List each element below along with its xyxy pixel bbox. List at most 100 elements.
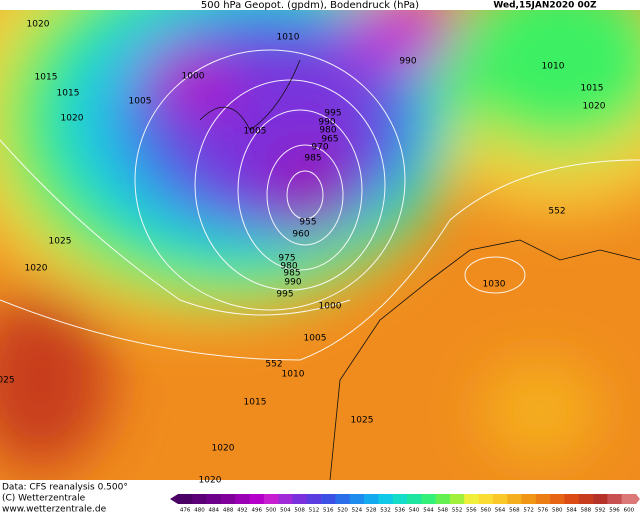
colorbar-tick-label: 516 <box>323 508 334 514</box>
colorbar-tick-label: 504 <box>280 508 291 514</box>
isobar-label: 985 <box>283 269 300 279</box>
map-date: Wed,15JAN2020 00Z <box>493 1 597 11</box>
colorbar-swatch <box>535 494 551 504</box>
colorbar-tick-label: 576 <box>538 508 549 514</box>
isobar-label: 1010 <box>542 62 565 72</box>
colorbar-tick-label: 544 <box>423 508 434 514</box>
colorbar-swatch <box>349 494 365 504</box>
colorbar-swatch <box>421 494 436 504</box>
isobar-label: 1010 <box>282 370 305 380</box>
colorbar-tick-label: 484 <box>209 508 220 514</box>
isobar-label: 1015 <box>35 73 58 83</box>
colorbar-tick-label: 512 <box>309 508 320 514</box>
colorbar-tick-label: 564 <box>495 508 506 514</box>
colorbar-tick-label: 588 <box>581 508 592 514</box>
colorbar-swatch <box>392 494 408 504</box>
isobar-label: 1020 <box>583 102 606 112</box>
colorbar-tick-label: 556 <box>466 508 477 514</box>
isobar-label: 1005 <box>244 127 267 137</box>
isobar-label: 1010 <box>277 33 300 43</box>
colorbar-swatch <box>292 494 308 504</box>
isobar-label: 1005 <box>304 334 327 344</box>
colorbar-swatch <box>192 494 207 504</box>
isobar-label: 1025 <box>49 237 72 247</box>
colorbar-tick-label: 488 <box>223 508 234 514</box>
isobar-label: 980 <box>280 262 297 272</box>
isobar-label: 1020 <box>25 264 48 274</box>
isobar-label: 995 <box>276 290 293 300</box>
colorbar-tick-label: 540 <box>409 508 420 514</box>
colorbar-tick-label: 548 <box>438 508 449 514</box>
isobar-label: 1000 <box>319 302 342 312</box>
colorbar-tick-label: 560 <box>480 508 491 514</box>
colorbar-tick-label: 476 <box>180 508 191 514</box>
colorbar-tick-label: 492 <box>237 508 248 514</box>
colorbar-swatch <box>621 494 637 504</box>
isobar-label: 552 <box>548 207 565 217</box>
isobar-label: 1015 <box>57 89 80 99</box>
footer-url: www.wetterzentrale.de <box>2 505 107 515</box>
colorbar: 476 480 484 488 492 496 500 504 508 512 516 520 524 5… <box>170 494 640 514</box>
colorbar-swatch <box>249 494 265 504</box>
footer-source: Data: CFS reanalysis 0.500° <box>2 483 128 493</box>
colorbar-tick-label: 536 <box>395 508 406 514</box>
colorbar-swatch <box>550 494 565 504</box>
colorbar-tick-label: 552 <box>452 508 463 514</box>
isobar-label: 960 <box>292 230 309 240</box>
colorbar-swatch <box>220 494 236 504</box>
isobar-label: 990 <box>399 57 416 67</box>
colorbar-arrow-left <box>170 494 178 504</box>
colorbar-tick-label: 596 <box>609 508 620 514</box>
colorbar-swatch <box>564 494 580 504</box>
isobar-label: 552 <box>265 360 282 370</box>
colorbar-tick-label: 568 <box>509 508 520 514</box>
colorbar-swatch <box>278 494 293 504</box>
colorbar-swatch <box>378 494 393 504</box>
colorbar-tick-label: 532 <box>380 508 391 514</box>
isobar-label: 1025 <box>351 416 374 426</box>
isobar-label: 1005 <box>129 97 152 107</box>
isobar-label: 1020 <box>212 444 235 454</box>
colorbar-tick-label: 500 <box>266 508 277 514</box>
colorbar-tick-label: 572 <box>523 508 534 514</box>
isobar-label: 1020 <box>61 114 84 124</box>
isobar-label: 980 <box>319 126 336 136</box>
colorbar-swatch <box>492 494 508 504</box>
colorbar-swatch <box>321 494 336 504</box>
colorbar-swatch <box>464 494 479 504</box>
colorbar-swatch <box>364 494 379 504</box>
colorbar-tick-label: 496 <box>251 508 262 514</box>
map-title: 500 hPa Geopot. (gpdm), Bodendruck (hPa) <box>201 0 419 11</box>
isobar-label: 1015 <box>581 84 604 94</box>
colorbar-tick-label: 508 <box>294 508 305 514</box>
isobar-label: 1030 <box>483 280 506 290</box>
isobar-label: 955 <box>299 218 316 228</box>
colorbar-tick-label: 524 <box>352 508 363 514</box>
map <box>0 10 640 480</box>
isobar-label: 995 <box>324 109 341 119</box>
colorbar-swatch <box>178 494 193 504</box>
footer-copyright: (C) Wetterzentrale <box>2 494 86 504</box>
isobar-label: 1020 <box>27 20 50 30</box>
colorbar-tick-label: 528 <box>366 508 377 514</box>
colorbar-tick-label: 520 <box>337 508 348 514</box>
isobar-label: 1015 <box>244 398 267 408</box>
isobar-label: 965 <box>321 135 338 145</box>
isobar-label: 970 <box>311 143 328 153</box>
colorbar-swatch <box>578 494 594 504</box>
isobar-label: 025 <box>0 376 15 386</box>
isobar-label: 990 <box>318 118 335 128</box>
colorbar-tick-label: 600 <box>624 508 635 514</box>
colorbar-swatch <box>335 494 351 504</box>
colorbar-swatch <box>478 494 494 504</box>
isobar-label: 1000 <box>182 72 205 82</box>
colorbar-tick-label: 480 <box>194 508 205 514</box>
colorbar-swatch <box>235 494 250 504</box>
isobar-labels: 1020101099010001015101510051020100599599… <box>0 20 606 486</box>
colorbar-swatch <box>407 494 422 504</box>
colorbar-swatch <box>593 494 608 504</box>
colorbar-swatch <box>521 494 537 504</box>
colorbar-swatch <box>263 494 279 504</box>
colorbar-tick-label: 580 <box>552 508 563 514</box>
isobar-label: 990 <box>284 278 301 288</box>
